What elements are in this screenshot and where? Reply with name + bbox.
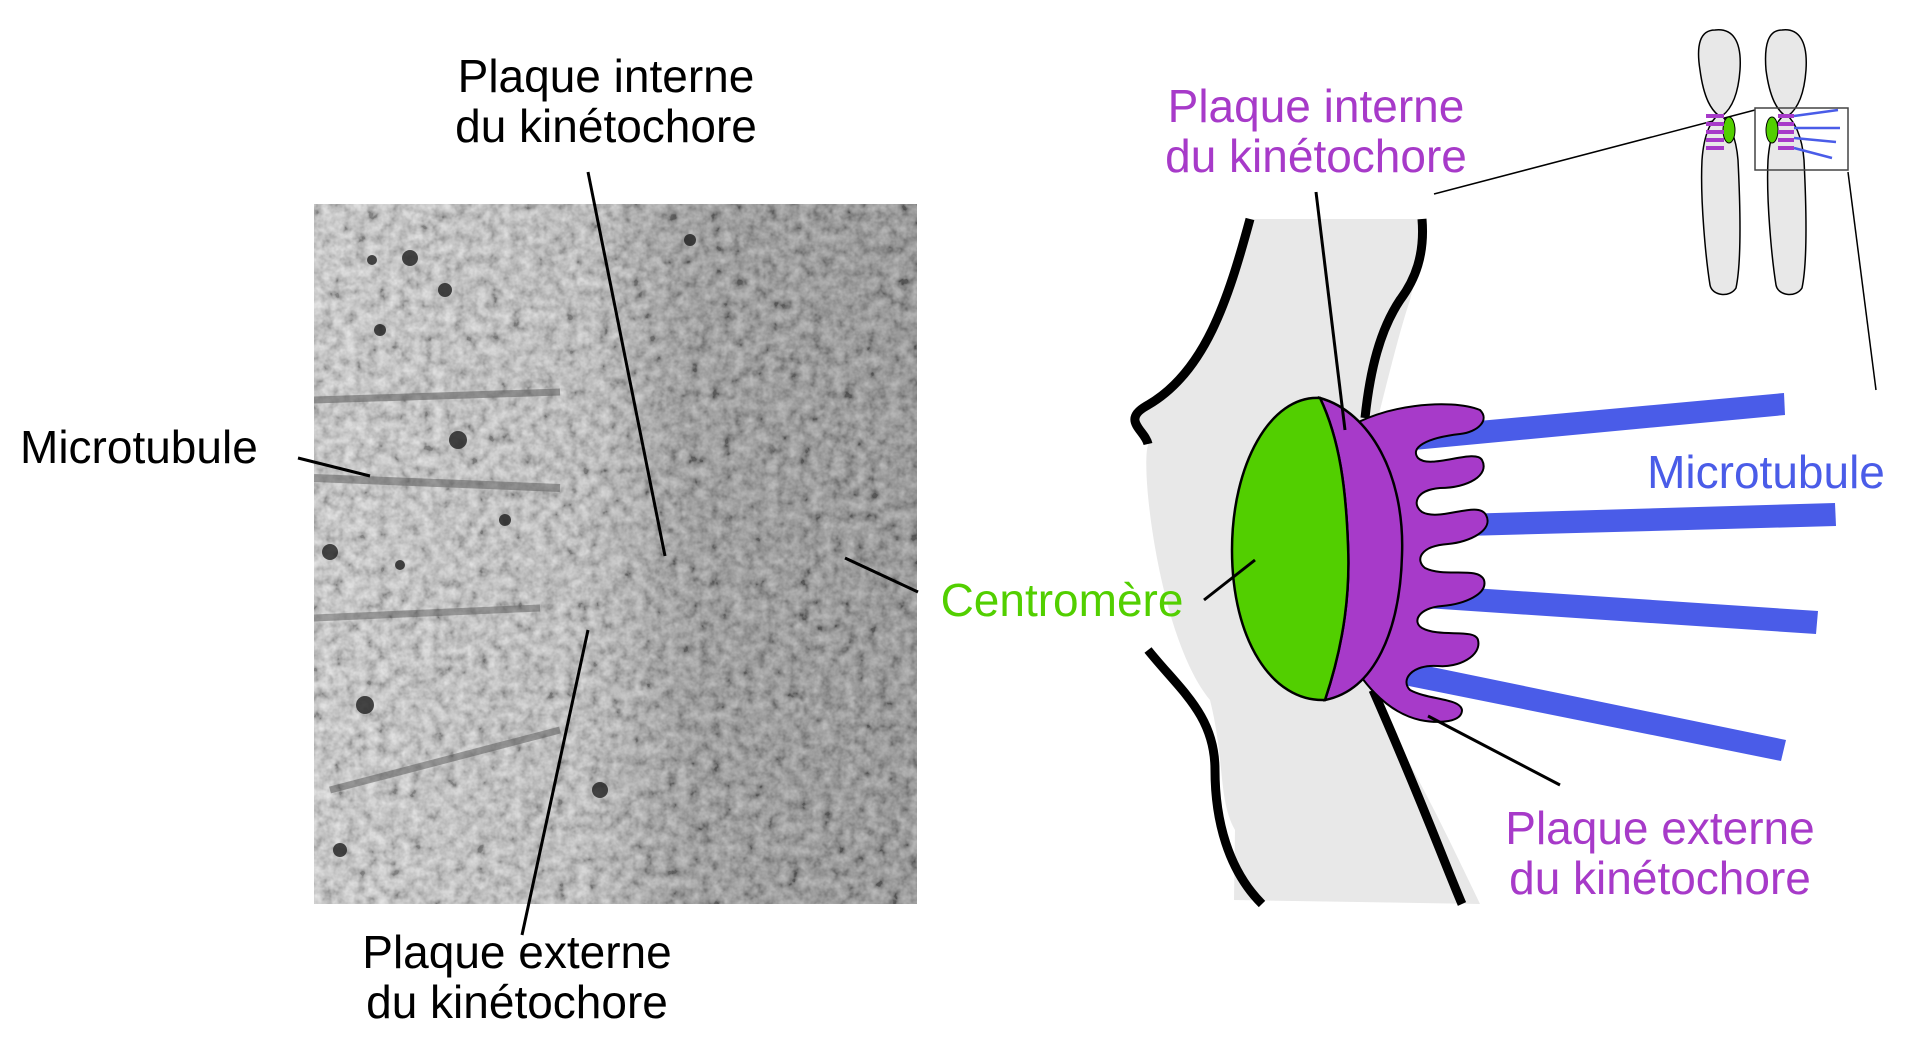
microtubule-rod	[1427, 503, 1836, 537]
label-inner-plate-line1: Plaque interne	[458, 50, 755, 102]
em-microtubule-streak	[314, 604, 541, 622]
leader-line-zoom-lower	[1847, 171, 1877, 391]
leader-line-microtubule	[297, 456, 371, 478]
schematic-labels: Plaque interne du kinétochore Microtubul…	[941, 80, 1885, 904]
schematic-diagram: Plaque interne du kinétochore Microtubul…	[941, 29, 1885, 908]
em-microtubule-streak	[314, 474, 561, 492]
thumbnail-kinetochore-right	[1778, 114, 1794, 150]
em-microtubule-streak	[314, 388, 561, 404]
centromere	[1230, 396, 1350, 702]
chromatid-right	[1764, 29, 1807, 296]
electron-micrograph	[314, 204, 917, 904]
chromosome-outline-left-lower	[1144, 647, 1266, 908]
em-granules	[322, 234, 696, 857]
label-outer-plate-line2: du kinétochore	[366, 976, 668, 1028]
label-centromere: Centromère	[941, 574, 1184, 626]
label-inner-plate-line2: du kinétochore	[1165, 130, 1467, 182]
leader-line-outer-plate	[520, 629, 590, 936]
label-microtubule: Microtubule	[20, 421, 258, 473]
chromosome-outline-right-lower	[1368, 688, 1467, 906]
schematic-microtubules	[1394, 393, 1836, 761]
micrograph-leader-lines	[297, 171, 919, 936]
label-inner-plate-line1: Plaque interne	[1168, 80, 1465, 132]
micrograph-labels: Plaque interne du kinétochore Microtubul…	[20, 50, 757, 1028]
chromatid-left	[1697, 29, 1741, 296]
chromosome-outline-right-upper	[1360, 218, 1428, 419]
leader-line-centromere	[1203, 558, 1256, 602]
schematic-leader-lines	[1203, 109, 1877, 787]
leader-line-inner-plate	[586, 171, 667, 557]
label-outer-plate-line2: du kinétochore	[1509, 852, 1811, 904]
zoom-box	[1754, 107, 1849, 171]
thumbnail-kinetochore-left	[1706, 114, 1724, 150]
microtubule-rod	[1426, 585, 1818, 634]
leader-line-zoom-upper	[1433, 109, 1756, 195]
label-inner-plate-line2: du kinétochore	[455, 100, 757, 152]
chromosome-outline-left	[1130, 217, 1255, 446]
microtubule-rod	[1394, 660, 1786, 761]
label-outer-plate-line1: Plaque externe	[362, 926, 671, 978]
label-outer-plate-line1: Plaque externe	[1505, 802, 1814, 854]
leader-line-inner-plate	[1314, 191, 1347, 431]
chromosome-thumbnail	[1697, 29, 1849, 296]
thumbnail-microtubules	[1793, 108, 1840, 160]
label-microtubule: Microtubule	[1647, 446, 1885, 498]
em-microtubule-streak	[329, 726, 561, 794]
leader-line-centromere	[844, 556, 919, 594]
thumbnail-centromere-left	[1722, 116, 1736, 144]
thumbnail-centromere-right	[1765, 116, 1779, 144]
leader-line-outer-plate	[1427, 714, 1561, 787]
microtubule-rod	[1413, 393, 1785, 450]
